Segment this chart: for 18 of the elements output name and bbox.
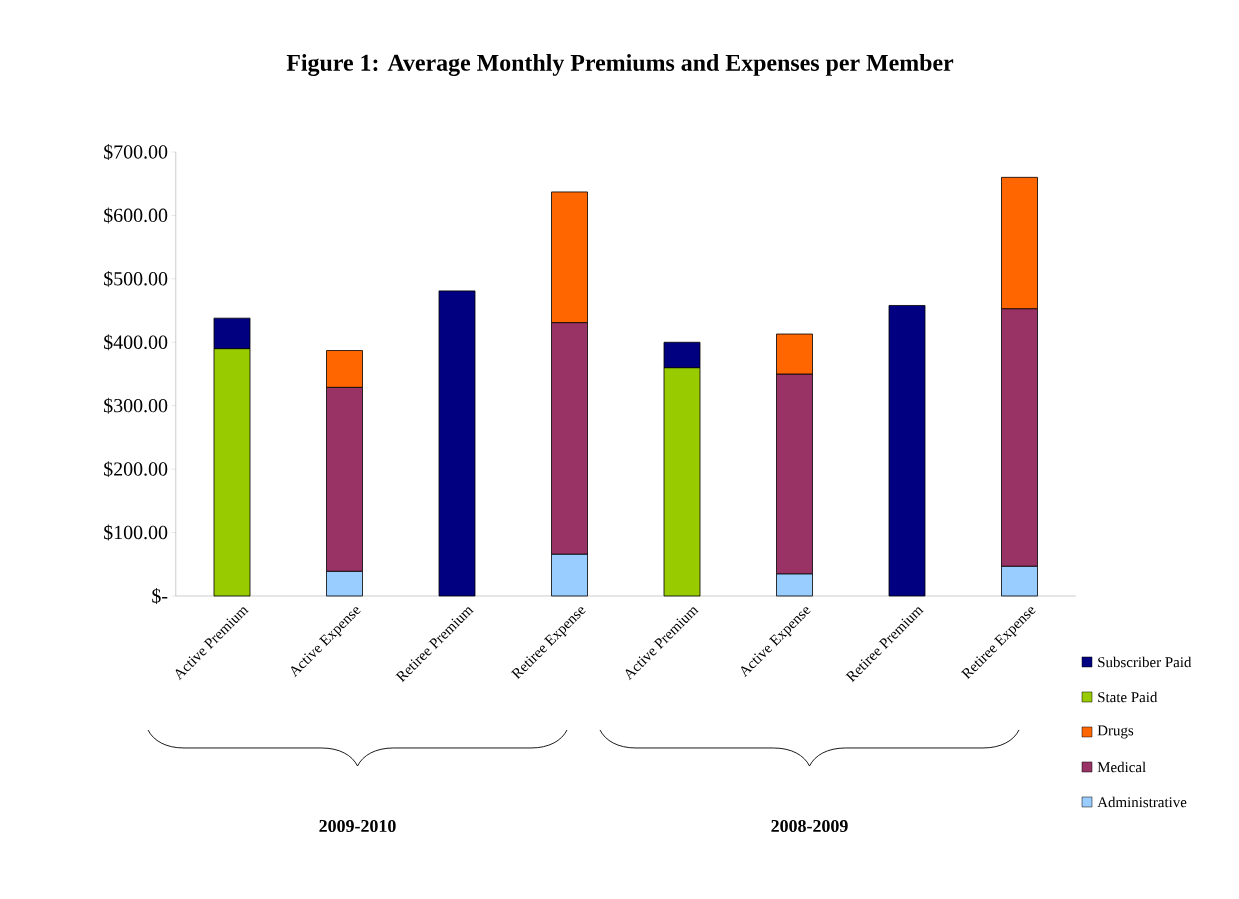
legend-label: Administrative — [1097, 796, 1187, 808]
legend-label: Medical — [1097, 761, 1146, 773]
y-tick-label: $600.00 — [104, 207, 168, 224]
text: 2008-2009 — [771, 819, 848, 833]
legend-label: State Paid — [1098, 691, 1158, 703]
bar — [888, 305, 926, 597]
y-tick-label: $300.00 — [104, 397, 168, 414]
text: 2009-2010 — [319, 819, 396, 833]
y-tick-label: $400.00 — [104, 334, 168, 351]
legend-label: Subscriber Paid — [1098, 656, 1192, 668]
y-tick-label: $500.00 — [104, 270, 168, 287]
y-tick-label: $- — [152, 588, 168, 604]
y-tick-label: $200.00 — [104, 461, 168, 478]
y-tick-label: $700.00 — [104, 144, 168, 160]
legend-label: Drugs — [1097, 725, 1134, 739]
bar — [438, 290, 476, 597]
y-tick-label: $100.00 — [104, 524, 168, 541]
chart-title: Figure 1: Average Monthly Premiums and Expenses per Member — [286, 54, 954, 76]
